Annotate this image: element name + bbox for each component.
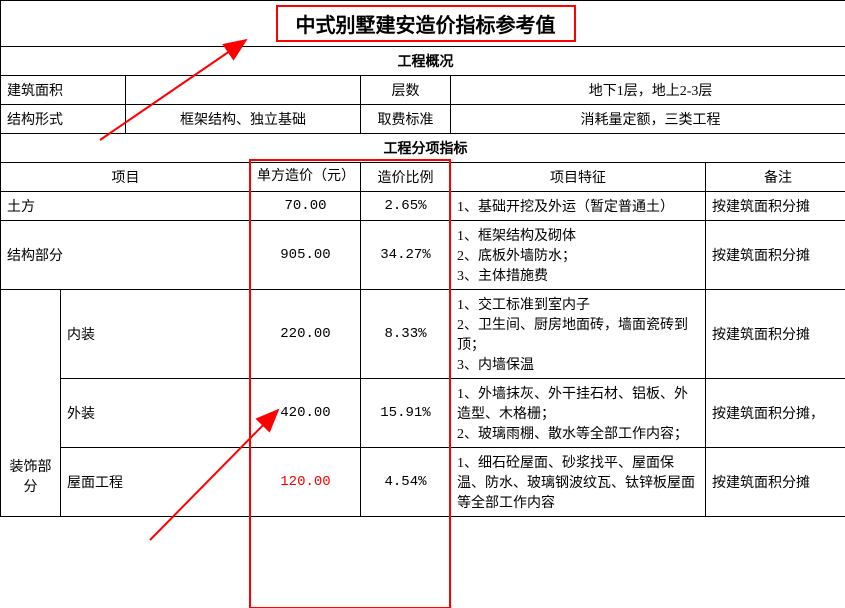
- col-remark: 备注: [706, 163, 845, 192]
- struct-label: 结构形式: [1, 105, 126, 134]
- group-decor: 装饰部分: [1, 290, 61, 517]
- row-price: 420.00: [251, 379, 361, 448]
- row-ratio: 2.65%: [361, 192, 451, 221]
- row-name: 土方: [1, 192, 251, 221]
- row-ratio: 15.91%: [361, 379, 451, 448]
- row-price: 905.00: [251, 221, 361, 290]
- main-table: 中式别墅建安造价指标参考值 工程概况 建筑面积 层数 地下1层，地上2-3层 结…: [0, 0, 845, 517]
- row-remark: 按建筑面积分摊: [706, 192, 845, 221]
- row-feature: 1、框架结构及砌体 2、底板外墙防水； 3、主体措施费: [451, 221, 706, 290]
- fee-value: 消耗量定额，三类工程: [451, 105, 845, 134]
- col-feature: 项目特征: [451, 163, 706, 192]
- title-highlight-box: 中式别墅建安造价指标参考值: [276, 5, 576, 42]
- struct-value: 框架结构、独立基础: [126, 105, 361, 134]
- area-value: [126, 76, 361, 105]
- row-feature: 1、基础开挖及外运（暂定普通土）: [451, 192, 706, 221]
- floors-label: 层数: [361, 76, 451, 105]
- row-name: 内装: [61, 290, 251, 379]
- table-row: 外装 420.00 15.91% 1、外墙抹灰、外干挂石材、铝板、外造型、木格栅…: [1, 379, 845, 448]
- row-price: 120.00: [251, 448, 361, 517]
- row-feature: 1、交工标准到室内子 2、卫生间、厨房地面砖，墙面瓷砖到顶； 3、内墙保温: [451, 290, 706, 379]
- row-ratio: 8.33%: [361, 290, 451, 379]
- table-row: 屋面工程 120.00 4.54% 1、细石砼屋面、砂浆找平、屋面保温、防水、玻…: [1, 448, 845, 517]
- row-remark: 按建筑面积分摊: [706, 290, 845, 379]
- table-row: 装饰部分 内装 220.00 8.33% 1、交工标准到室内子 2、卫生间、厨房…: [1, 290, 845, 379]
- row-price: 70.00: [251, 192, 361, 221]
- row-feature: 1、细石砼屋面、砂浆找平、屋面保温、防水、玻璃钢波纹瓦、钛锌板屋面等全部工作内容: [451, 448, 706, 517]
- row-feature: 1、外墙抹灰、外干挂石材、铝板、外造型、木格栅； 2、玻璃雨棚、散水等全部工作内…: [451, 379, 706, 448]
- floors-value: 地下1层，地上2-3层: [451, 76, 845, 105]
- col-project: 项目: [1, 163, 251, 192]
- row-remark: 按建筑面积分摊: [706, 448, 845, 517]
- row-price: 220.00: [251, 290, 361, 379]
- page-title-cell: 中式别墅建安造价指标参考值: [1, 1, 845, 47]
- row-name: 屋面工程: [61, 448, 251, 517]
- row-remark: 按建筑面积分摊: [706, 221, 845, 290]
- table-row: 土方 70.00 2.65% 1、基础开挖及外运（暂定普通土） 按建筑面积分摊: [1, 192, 845, 221]
- section-items: 工程分项指标: [1, 134, 845, 163]
- row-remark: 按建筑面积分摊，: [706, 379, 845, 448]
- area-label: 建筑面积: [1, 76, 126, 105]
- row-ratio: 34.27%: [361, 221, 451, 290]
- col-ratio: 造价比例: [361, 163, 451, 192]
- col-unitprice: 单方造价（元）: [251, 163, 361, 192]
- fee-label: 取费标准: [361, 105, 451, 134]
- row-name: 外装: [61, 379, 251, 448]
- section-overview: 工程概况: [1, 47, 845, 76]
- row-ratio: 4.54%: [361, 448, 451, 517]
- row-name: 结构部分: [1, 221, 251, 290]
- page-title: 中式别墅建安造价指标参考值: [296, 15, 556, 37]
- table-row: 结构部分 905.00 34.27% 1、框架结构及砌体 2、底板外墙防水； 3…: [1, 221, 845, 290]
